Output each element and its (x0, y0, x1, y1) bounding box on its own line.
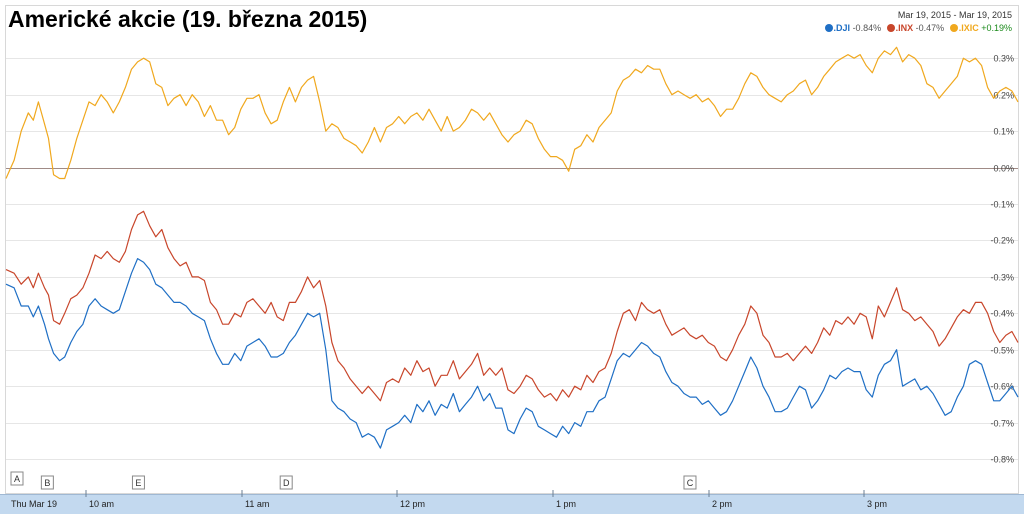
event-marker-e[interactable]: E (131, 475, 145, 490)
legend-name-ixic: .IXIC (958, 23, 979, 33)
legend-item-dji[interactable]: .DJI -0.84% (824, 23, 884, 33)
y-tick-label: -0.5% (990, 346, 1014, 356)
y-axis-labels: 0.3% 0.2% 0.1% 0.0% -0.1% -0.2% -0.3% -0.4% -0.5… (990, 54, 1014, 465)
x-tick-label: 2 pm (712, 499, 732, 509)
event-marker-box (131, 475, 145, 490)
legend-dot-dji (824, 24, 833, 32)
legend-name-dji: .DJI (833, 23, 851, 33)
x-tick-label: 3 pm (867, 499, 887, 509)
series-lines (5, 46, 1019, 449)
y-tick-label: -0.4% (990, 309, 1014, 319)
y-tick-label: 0.3% (993, 54, 1014, 64)
event-marker-box (10, 471, 24, 486)
series-line-inx (5, 210, 1019, 402)
event-marker-box (40, 475, 54, 490)
legend-dot-ixic (949, 24, 958, 32)
y-tick-label: -0.6% (990, 382, 1014, 392)
y-tick-label: 0.0% (993, 164, 1014, 174)
x-tick-label: 11 am (245, 499, 269, 509)
y-tick-label: -0.3% (990, 273, 1014, 283)
legend-change-inx: -0.47% (915, 23, 945, 33)
legend-item-ixic[interactable]: .IXIC +0.19% (949, 23, 1012, 33)
y-tick-label: -0.8% (990, 455, 1014, 465)
x-tick-label: 10 am (89, 499, 114, 509)
event-marker-box (683, 475, 697, 490)
event-marker-d[interactable]: D (279, 475, 293, 490)
series-line-dji (5, 258, 1019, 449)
y-tick-label: -0.1% (990, 200, 1014, 210)
x-axis: Thu Mar 19 10 am 11 am 12 pm 1 pm 2 pm 3 pm (0, 490, 1024, 514)
legend: .DJI -0.84% .INX -0.47% .IXIC +0.19% (822, 23, 1012, 33)
x-axis-band (0, 494, 1024, 514)
legend-change-ixic: +0.19% (981, 23, 1012, 33)
event-marker-box (279, 475, 293, 490)
y-tick-label: 0.1% (993, 127, 1014, 137)
legend-name-inx: .INX (895, 23, 914, 33)
event-marker-label: B (44, 478, 50, 488)
gridlines (6, 58, 1018, 460)
event-marker-label: D (283, 478, 290, 488)
date-range: Mar 19, 2015 - Mar 19, 2015 (897, 10, 1012, 20)
event-marker-c[interactable]: C (683, 475, 697, 490)
series-line-ixic (5, 46, 1019, 180)
legend-change-dji: -0.84% (852, 23, 882, 33)
event-marker-label: A (14, 474, 20, 484)
event-marker-label: E (135, 478, 141, 488)
event-marker-a[interactable]: A (10, 471, 24, 486)
plot-border (5, 5, 1019, 494)
y-tick-label: -0.2% (990, 236, 1014, 246)
x-tick-label: 12 pm (400, 499, 425, 509)
legend-dot-inx (886, 24, 895, 32)
event-marker-b[interactable]: B (40, 475, 54, 490)
legend-item-inx[interactable]: .INX -0.47% (886, 23, 947, 33)
x-tick-label: 1 pm (556, 499, 576, 509)
chart-title: Americké akcie (19. března 2015) (8, 6, 368, 32)
y-tick-label: -0.7% (990, 419, 1014, 429)
x-tick-label: Thu Mar 19 (11, 499, 57, 509)
y-tick-label: 0.2% (993, 91, 1014, 101)
event-marker-label: C (687, 478, 694, 488)
